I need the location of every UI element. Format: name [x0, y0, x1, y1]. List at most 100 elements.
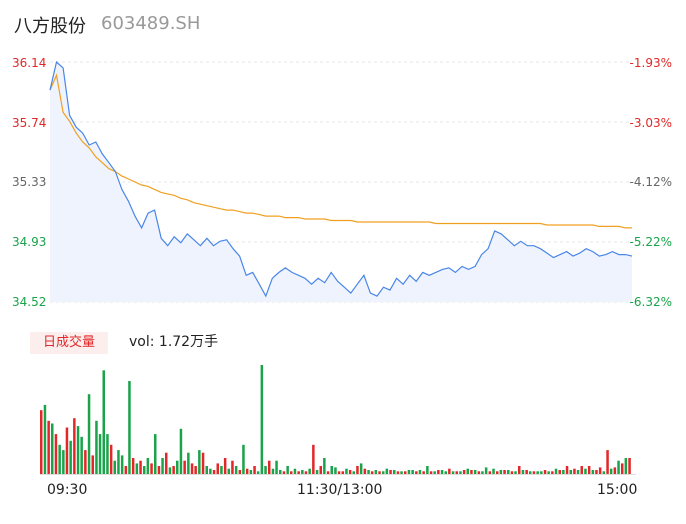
volume-bar [525, 470, 528, 474]
volume-bar [190, 463, 194, 474]
volume-bar [168, 467, 172, 474]
volume-bar [286, 466, 289, 474]
volume-bar [477, 471, 481, 474]
pct-tick-3: -5.22% [629, 235, 672, 249]
volume-bar [323, 458, 326, 474]
time-close: 15:00 [597, 482, 638, 498]
volume-bar [551, 471, 554, 474]
volume-bar [484, 467, 488, 474]
volume-bar [150, 463, 153, 474]
volume-bar [451, 471, 455, 474]
volume-bar [562, 470, 565, 474]
volume-bar [58, 444, 61, 474]
volume-bar [238, 470, 242, 474]
volume-bar [411, 470, 414, 474]
volume-bar [176, 460, 179, 474]
volume-bar [426, 466, 429, 474]
volume-bar [172, 466, 175, 474]
volume-bar [330, 466, 333, 474]
volume-bar [312, 444, 315, 474]
volume-bar [216, 463, 219, 474]
volume-bar [345, 468, 348, 474]
time-open: 09:30 [47, 482, 88, 498]
volume-bar [602, 471, 606, 474]
volume-bar [621, 463, 624, 474]
volume-bar [404, 471, 407, 474]
volume-bar [139, 460, 142, 474]
price-tick-3: 34.93 [12, 235, 47, 249]
volume-bar [624, 458, 628, 474]
volume-bar [319, 466, 322, 474]
volume-bar [337, 471, 341, 474]
pct-tick-1: -3.03% [629, 116, 672, 130]
volume-bar [385, 468, 389, 474]
volume-label: vol: 1.72万手 [129, 334, 219, 350]
volume-bar [569, 470, 572, 474]
pct-tick-4: -6.32% [629, 295, 672, 309]
volume-bar [256, 471, 260, 474]
volume-bar [282, 471, 286, 474]
volume-bar [165, 452, 168, 474]
volume-bar [54, 434, 58, 474]
volume-bar [194, 466, 197, 474]
volume-bar [536, 471, 539, 474]
volume-bar [356, 466, 359, 474]
volume-bar [183, 460, 186, 474]
volume-badge[interactable]: 日成交量 [30, 332, 108, 354]
volume-bar [422, 471, 425, 474]
volume-bar [227, 468, 230, 474]
volume-bar [400, 471, 403, 474]
volume-bar [275, 460, 278, 474]
volume-bar [440, 470, 444, 474]
volume-bar [80, 436, 83, 474]
volume-bar [565, 466, 569, 474]
volume-bar [234, 466, 238, 474]
volume-bar [367, 470, 370, 474]
volume-bar [363, 468, 367, 474]
volume-bar [205, 466, 208, 474]
volume-bar [407, 470, 411, 474]
volume-bar [315, 470, 319, 474]
volume-bar [131, 458, 135, 474]
volume-bar [455, 471, 458, 474]
stock-code: 603489.SH [101, 13, 201, 34]
volume-bar [598, 467, 602, 474]
volume-bar [51, 423, 54, 474]
volume-bar [580, 466, 583, 474]
volume-bar [628, 458, 631, 474]
volume-bar [429, 471, 433, 474]
volume-bar [595, 470, 598, 474]
volume-bar [293, 468, 297, 474]
volume-bar [161, 458, 164, 474]
volume-bar [503, 470, 506, 474]
volume-bar [231, 460, 234, 474]
volume-bar [84, 450, 87, 474]
volume-bar [576, 470, 580, 474]
volume-bar [179, 428, 183, 474]
pct-tick-0: -1.93% [629, 56, 672, 70]
volume-bar [466, 468, 469, 474]
volume-bar [128, 381, 131, 474]
volume-bar [613, 467, 617, 474]
volume-bar [606, 450, 609, 474]
price-tick-4: 34.52 [12, 295, 47, 309]
volume-bar [558, 470, 561, 474]
volume-bar [382, 471, 385, 474]
volume-bar [223, 458, 227, 474]
volume-bar [117, 450, 120, 474]
volume-bar [348, 470, 352, 474]
volume-bar [268, 460, 271, 474]
volume-bar [62, 450, 65, 474]
volume-bar [521, 470, 525, 474]
volume-bar [609, 468, 613, 474]
volume-bar [326, 471, 330, 474]
volume-bar [135, 463, 139, 474]
volume-bar [271, 468, 275, 474]
price-tick-1: 35.74 [12, 116, 47, 130]
volume-bar [40, 410, 43, 474]
volume-bar [260, 365, 264, 474]
volume-bar [65, 427, 69, 474]
volume-bar [209, 468, 212, 474]
volume-bar [437, 470, 440, 474]
